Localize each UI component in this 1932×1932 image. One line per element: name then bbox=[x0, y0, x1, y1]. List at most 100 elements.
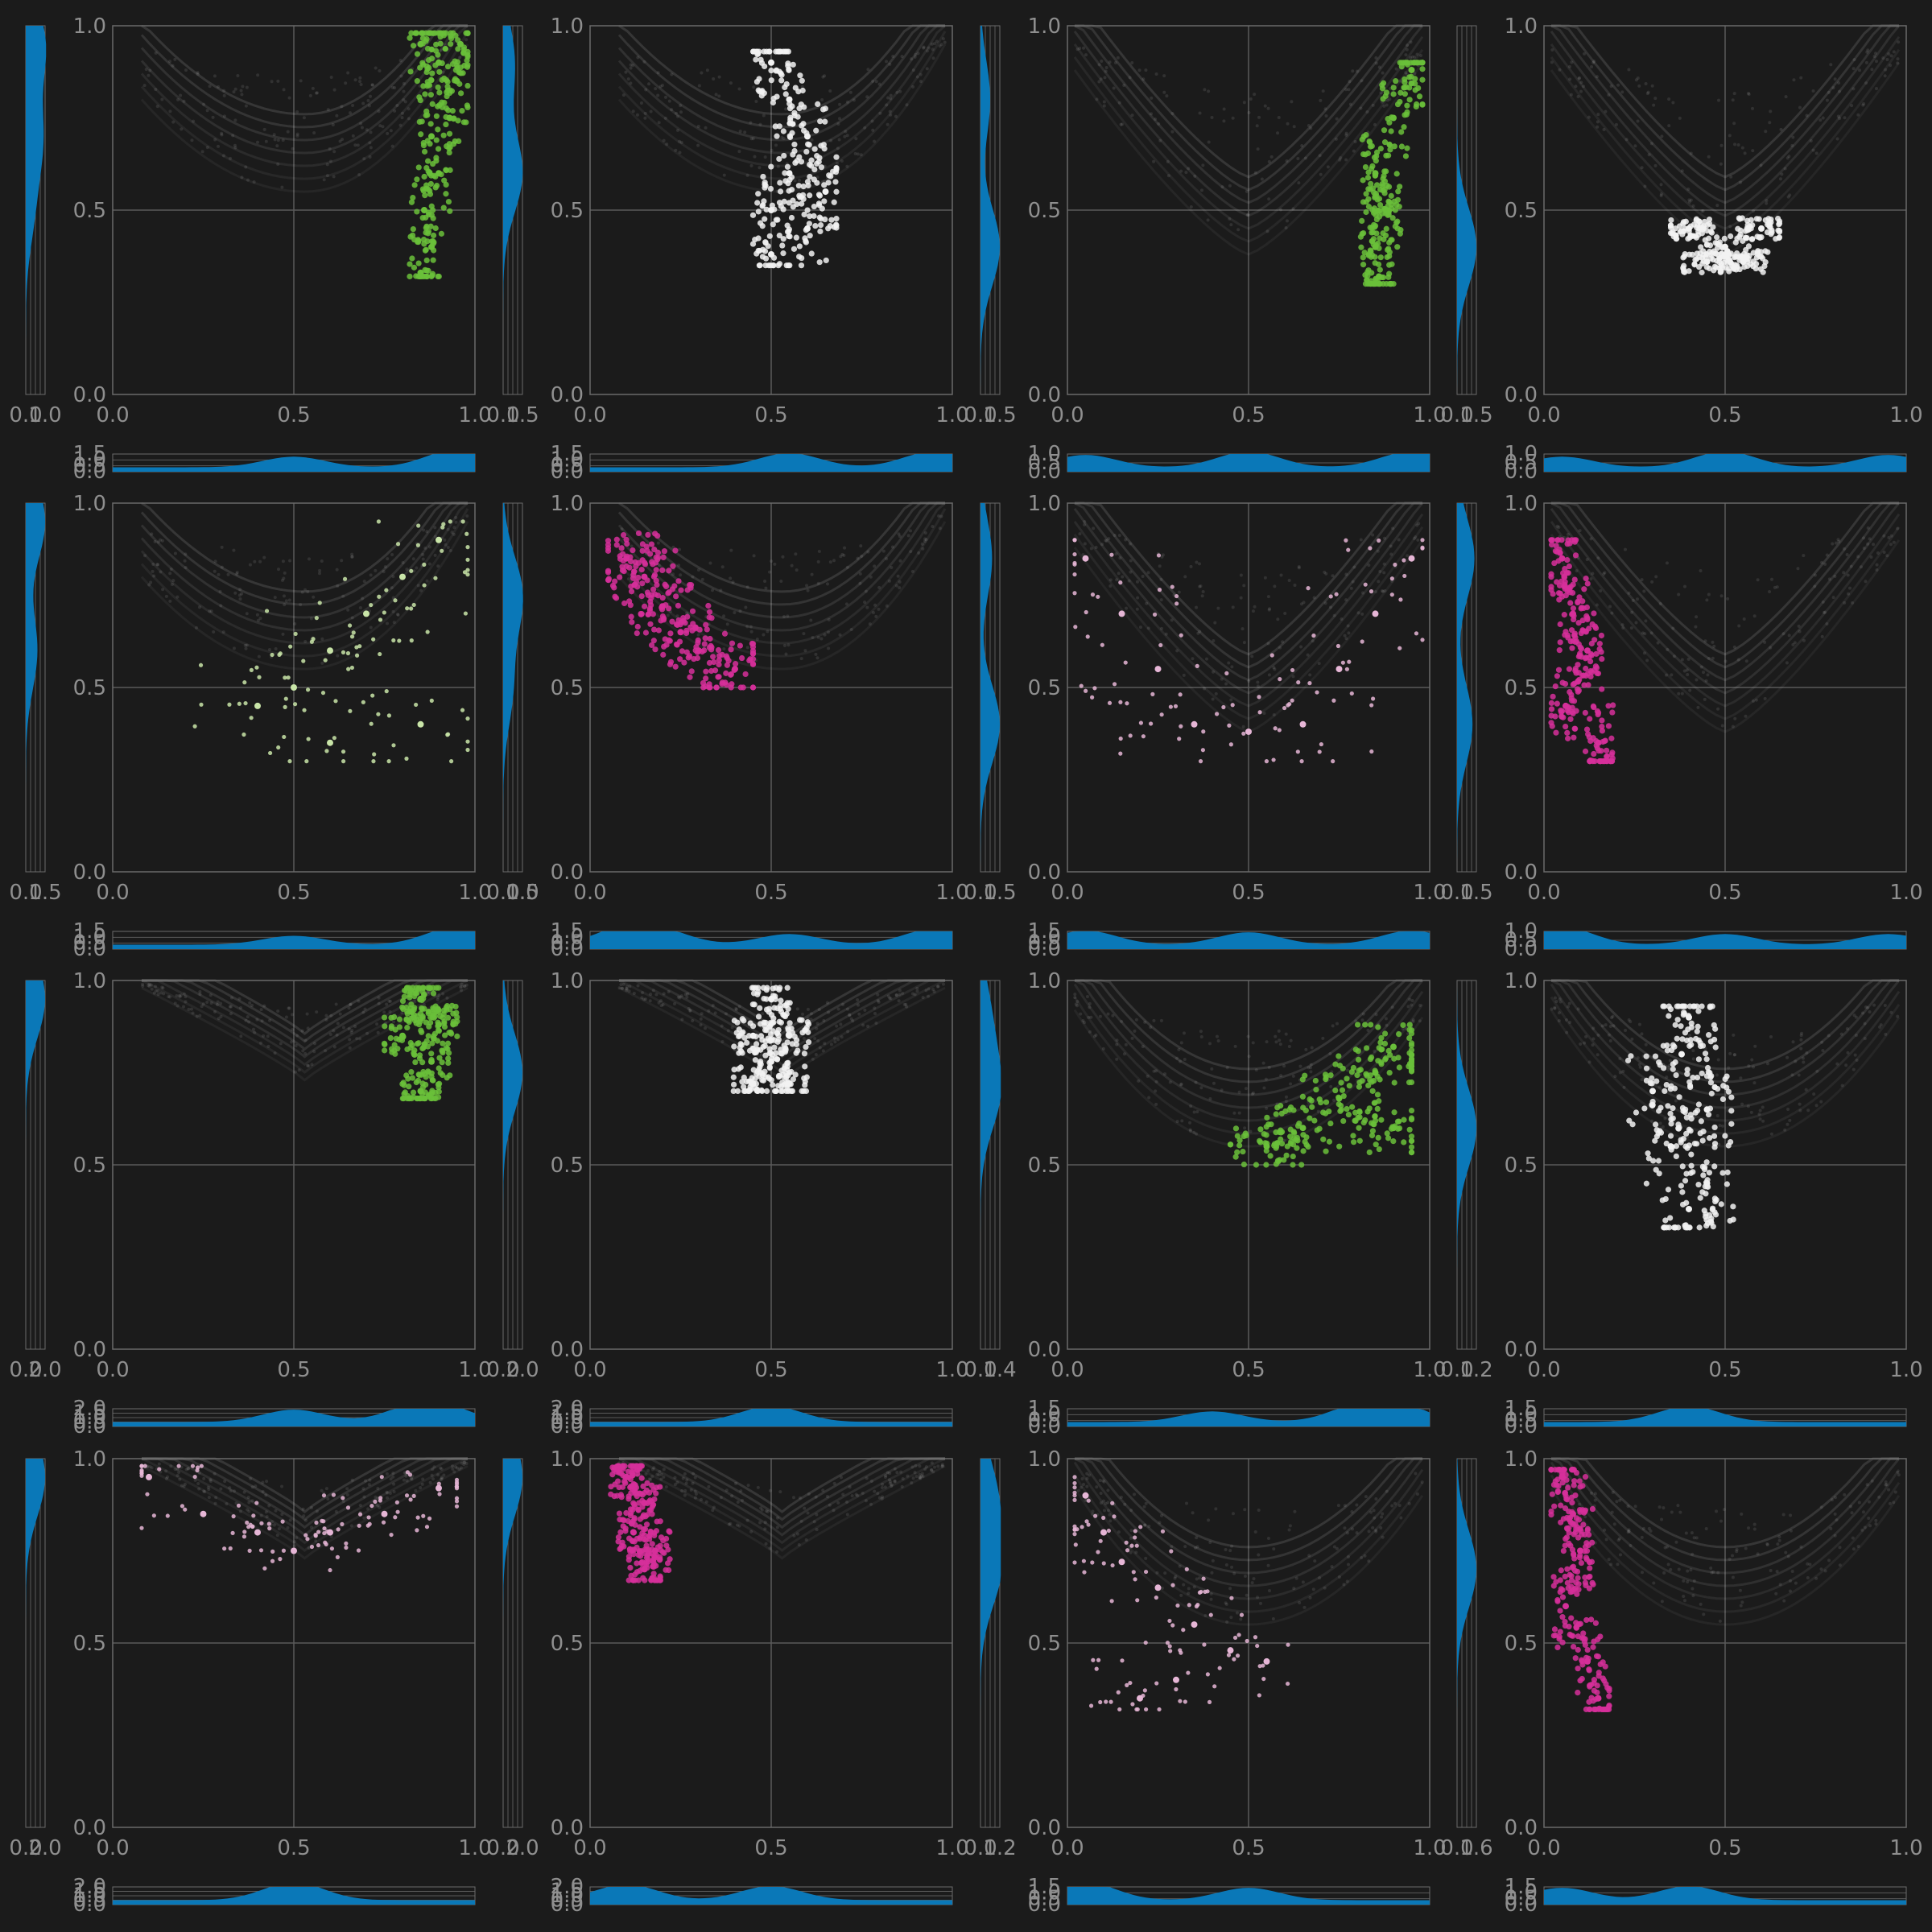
data-point bbox=[641, 603, 648, 609]
cloud-point bbox=[1787, 155, 1791, 159]
cloud-point bbox=[1281, 640, 1285, 644]
data-point bbox=[804, 207, 811, 213]
data-point bbox=[1565, 735, 1571, 741]
data-point bbox=[464, 104, 471, 111]
cloud-point bbox=[925, 49, 929, 53]
data-point bbox=[1686, 1205, 1692, 1212]
cloud-point bbox=[1820, 634, 1824, 638]
cloud-point bbox=[870, 119, 874, 123]
data-point bbox=[1294, 1145, 1300, 1151]
cloud-point bbox=[1118, 556, 1122, 560]
data-point bbox=[378, 651, 382, 657]
bottom-kde-tick-label: 0.5 bbox=[1028, 451, 1061, 475]
cloud-point bbox=[1889, 534, 1893, 538]
data-point bbox=[753, 1033, 759, 1040]
cloud-point bbox=[720, 565, 724, 569]
data-point bbox=[1389, 215, 1396, 221]
cloud-point bbox=[745, 625, 749, 629]
data-point bbox=[1356, 1125, 1362, 1131]
cloud-point bbox=[1630, 610, 1634, 614]
cloud-point bbox=[1135, 580, 1139, 584]
cloud-point bbox=[358, 1037, 362, 1041]
data-point bbox=[1408, 1107, 1415, 1114]
data-point bbox=[1376, 1146, 1382, 1153]
data-point bbox=[1550, 693, 1556, 700]
cloud-point bbox=[195, 625, 199, 630]
cloud-point bbox=[1786, 1108, 1790, 1112]
cloud-point bbox=[1624, 1028, 1628, 1032]
cloud-point bbox=[827, 617, 831, 621]
data-point bbox=[411, 1051, 418, 1059]
cloud-point bbox=[849, 1017, 853, 1021]
bottom-kde-area bbox=[1067, 454, 1430, 472]
cloud-point bbox=[1618, 1071, 1622, 1075]
cloud-point bbox=[1398, 79, 1402, 83]
data-point bbox=[1414, 631, 1419, 636]
data-point bbox=[448, 1030, 455, 1037]
cloud-point bbox=[367, 104, 371, 108]
data-point bbox=[778, 70, 784, 76]
side-kde-area bbox=[1457, 26, 1476, 394]
cloud-point bbox=[1602, 127, 1606, 131]
data-point bbox=[650, 638, 657, 644]
data-point bbox=[415, 164, 422, 171]
data-point bbox=[450, 141, 457, 147]
bottom-kde-tick-label: 1.5 bbox=[551, 919, 584, 943]
cloud-point bbox=[781, 555, 785, 559]
data-point bbox=[647, 551, 654, 557]
cloud-point bbox=[927, 994, 931, 998]
data-point bbox=[1667, 222, 1674, 229]
cloud-point bbox=[1245, 213, 1249, 217]
data-point bbox=[377, 594, 382, 599]
cloud-point bbox=[460, 989, 464, 993]
data-point bbox=[779, 242, 786, 249]
cloud-point bbox=[425, 530, 429, 534]
cloud-point bbox=[212, 630, 216, 634]
data-point bbox=[1584, 580, 1591, 587]
data-point bbox=[1555, 667, 1563, 673]
data-point bbox=[1379, 183, 1385, 189]
cloud-point bbox=[314, 91, 318, 95]
data-point bbox=[807, 213, 813, 220]
cloud-arc bbox=[1074, 24, 1422, 204]
data-point bbox=[754, 200, 761, 206]
data-point bbox=[749, 212, 757, 218]
data-point bbox=[729, 640, 736, 646]
cloud-point bbox=[919, 72, 923, 76]
data-point bbox=[443, 191, 449, 197]
data-point bbox=[1263, 1132, 1269, 1138]
data-point bbox=[448, 40, 454, 47]
cloud-point bbox=[1784, 95, 1788, 99]
cloud-point bbox=[635, 113, 639, 117]
data-point bbox=[425, 186, 431, 192]
cloud-point bbox=[156, 989, 160, 993]
data-point bbox=[428, 46, 435, 53]
data-point bbox=[436, 536, 442, 543]
data-point bbox=[1364, 150, 1372, 157]
y-tick-label: 0.5 bbox=[551, 199, 584, 223]
cloud-point bbox=[629, 63, 633, 67]
data-point bbox=[716, 653, 723, 659]
data-point bbox=[445, 733, 450, 737]
data-point bbox=[1394, 244, 1401, 250]
data-point bbox=[409, 255, 415, 262]
data-point bbox=[1400, 1022, 1406, 1029]
data-point bbox=[1240, 1148, 1246, 1155]
cloud-point bbox=[295, 1034, 299, 1038]
cloud-point bbox=[910, 569, 914, 573]
cloud-point bbox=[287, 96, 291, 100]
cloud-point bbox=[152, 991, 156, 995]
cloud-point bbox=[1715, 204, 1719, 208]
data-point bbox=[788, 214, 795, 221]
data-point bbox=[655, 554, 662, 561]
data-point bbox=[443, 121, 449, 128]
data-point bbox=[464, 30, 471, 36]
cloud-point bbox=[1889, 1010, 1893, 1014]
data-point bbox=[687, 674, 693, 680]
data-point bbox=[427, 121, 434, 127]
cloud-point bbox=[1874, 87, 1878, 91]
cloud-point bbox=[385, 621, 389, 625]
y-tick-label: 0.5 bbox=[73, 1154, 106, 1178]
data-point bbox=[268, 750, 273, 756]
cloud-point bbox=[1154, 117, 1158, 121]
